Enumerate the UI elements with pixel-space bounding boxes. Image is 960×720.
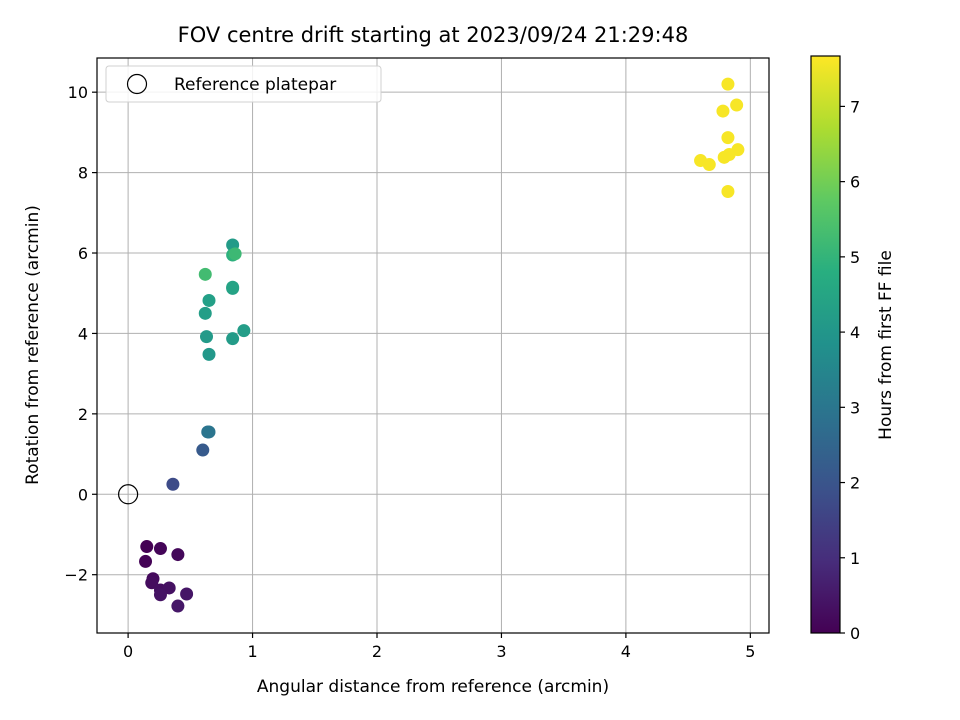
colorbar-tick-label: 5	[850, 248, 860, 267]
x-tick-label: 0	[123, 642, 133, 661]
scatter-point	[153, 542, 167, 556]
scatter-point	[200, 330, 214, 344]
y-tick-label: 2	[78, 405, 88, 424]
y-tick-label: 0	[78, 485, 88, 504]
reference-marker-layer	[118, 484, 139, 505]
colorbar-label: Hours from first FF file	[876, 250, 896, 440]
scatter-point	[716, 104, 730, 118]
legend-entry-reference: Reference platepar	[174, 75, 336, 95]
y-tick-label: −2	[64, 566, 88, 585]
y-tick-label: 8	[78, 164, 88, 183]
scatter-point	[717, 150, 731, 164]
scatter-point	[226, 280, 240, 294]
scatter-point	[180, 587, 194, 601]
legend-box	[105, 65, 382, 103]
scatter-point	[202, 347, 216, 361]
scatter-point	[198, 267, 212, 281]
scatter-point	[237, 324, 251, 338]
x-axis-label: Angular distance from reference (arcmin)	[257, 677, 609, 697]
plot-frame	[96, 57, 770, 634]
scatter-point	[171, 599, 185, 613]
legend: Reference platepar	[105, 65, 382, 103]
x-tick-label: 2	[372, 642, 382, 661]
scatter-point	[145, 576, 159, 590]
colorbar-tick-label: 4	[850, 323, 860, 342]
scatter-point	[730, 98, 744, 112]
y-tick-label: 10	[68, 83, 88, 102]
colorbar-tick-label: 2	[850, 474, 860, 493]
x-tick-label: 4	[621, 642, 631, 661]
scatter-point	[721, 77, 735, 91]
colorbar-tick-label: 1	[850, 549, 860, 568]
colorbar-tick-label: 7	[850, 97, 860, 116]
scatter-point	[702, 158, 716, 172]
y-tick-label: 6	[78, 244, 88, 263]
colorbar-tick-label: 6	[850, 173, 860, 192]
scatter-point	[202, 425, 216, 439]
scatter-point	[228, 247, 242, 261]
colorbar-tick-label: 3	[850, 398, 860, 417]
x-tick-label: 1	[247, 642, 257, 661]
scatter-point	[202, 293, 216, 307]
scatter-point	[166, 477, 180, 491]
scatter-point	[153, 588, 167, 602]
colorbar-tick-label: 0	[850, 624, 860, 643]
colorbar: 0 1 2 3 4 5 6 7 Hours from first FF file	[810, 55, 896, 643]
scatter-point	[226, 332, 240, 346]
scatter-point	[171, 548, 185, 562]
colorbar-gradient	[810, 55, 841, 634]
scatter-point	[196, 443, 210, 457]
scatter-point	[162, 581, 176, 595]
reference-marker	[118, 484, 139, 505]
scatter-point	[721, 131, 735, 145]
scatter-point	[140, 540, 154, 554]
scatter-point	[198, 306, 212, 320]
colorbar-ticks: 0 1 2 3 4 5 6 7	[840, 97, 860, 643]
grid	[97, 58, 769, 633]
axis-ticks: 0 1 2 3 4 5 −2 0 2 4 6 8 10	[64, 83, 755, 661]
scatter-point	[721, 184, 735, 198]
y-axis-label: Rotation from reference (arcmin)	[23, 205, 43, 485]
legend-reference-marker	[126, 73, 148, 95]
x-tick-label: 5	[745, 642, 755, 661]
scatter-points	[139, 77, 745, 613]
x-tick-label: 3	[496, 642, 506, 661]
chart-title: FOV centre drift starting at 2023/09/24 …	[178, 23, 689, 47]
y-tick-label: 4	[78, 324, 88, 343]
scatter-point	[139, 554, 153, 568]
